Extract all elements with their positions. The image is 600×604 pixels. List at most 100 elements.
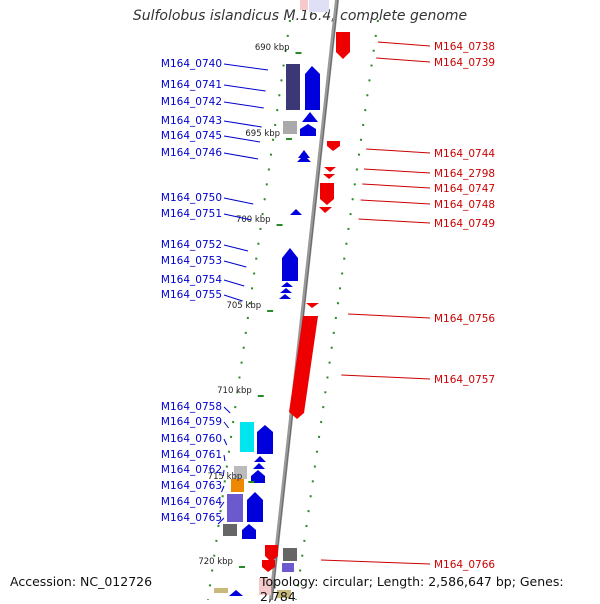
gene-label[interactable]: M164_0748 [434, 199, 495, 211]
gene-block-0765 [223, 524, 237, 536]
kbp-label: 695 kbp [245, 129, 280, 139]
gene-label[interactable]: M164_0753 [161, 255, 222, 267]
gene-arrow-0766 [265, 545, 278, 562]
gene-block-0766c [283, 548, 297, 561]
kbp-label: 710 kbp [217, 386, 252, 396]
gene-arrow-0761 [253, 463, 265, 469]
gene-arrow-0755 [280, 288, 292, 293]
gene-label[interactable]: M164_0739 [434, 57, 495, 69]
gene-label[interactable]: M164_0738 [434, 41, 495, 53]
gene-label[interactable]: M164_0759 [161, 416, 222, 428]
right-gene-labels: M164_0738 M164_0739 M164_0744 M164_2798 M164… [320, 41, 495, 571]
gene-block-bottom [282, 563, 294, 572]
leader-line [223, 454, 226, 462]
leader-line [320, 559, 431, 565]
gene-label[interactable]: M164_0761 [161, 449, 222, 461]
gene-block-0740 [286, 64, 300, 110]
plus-strand-genes [259, 32, 350, 598]
gene-label[interactable]: M164_0762 [161, 464, 222, 476]
gene-arrow-0742 [302, 112, 318, 122]
top-gene-block [300, 0, 308, 10]
gene-block-pink [259, 578, 271, 595]
gene-label[interactable]: M164_0755 [161, 289, 222, 301]
gene-block-0758 [240, 422, 254, 452]
leader-line [221, 485, 225, 493]
leader-line [223, 406, 231, 414]
leader-line [223, 84, 266, 92]
gene-label[interactable]: M164_0749 [434, 218, 495, 230]
gene-arrow-0748 [320, 183, 334, 205]
gene-label[interactable]: M164_0764 [161, 496, 222, 508]
gene-arrow-0762b [251, 470, 265, 483]
accession-text: Accession: NC_012726 [10, 574, 153, 589]
gene-arrow-0739 [336, 52, 350, 59]
gene-label[interactable]: M164_0766 [434, 559, 495, 571]
leader-line [223, 244, 249, 252]
gene-arrow-0749 [319, 207, 332, 213]
gene-label[interactable]: M164_0760 [161, 433, 222, 445]
kbp-label: 720 kbp [198, 557, 233, 567]
gene-arrow-0760 [254, 456, 266, 462]
leader-line [223, 197, 254, 205]
gene-label[interactable]: M164_0751 [161, 208, 222, 220]
leader-line [223, 135, 261, 143]
gene-label[interactable]: M164_0765 [161, 512, 222, 524]
gene-label[interactable]: M164_0745 [161, 130, 222, 142]
leader-line [219, 501, 225, 509]
gene-arrow-0754 [281, 282, 293, 287]
gene-label[interactable]: M164_0742 [161, 96, 222, 108]
leader-line [358, 218, 431, 224]
leader-line [223, 213, 252, 221]
gene-block-0743 [283, 121, 297, 134]
kbp-label: 705 kbp [226, 301, 261, 311]
gene-label[interactable]: M164_0752 [161, 239, 222, 251]
gene-label[interactable]: M164_0758 [161, 401, 222, 413]
gene-label[interactable]: M164_2798 [434, 168, 495, 180]
gene-label[interactable]: M164_0741 [161, 79, 222, 91]
gene-arrow-0755b [279, 294, 291, 299]
gene-arrow-2798 [324, 167, 336, 172]
gene-arrow-0759 [257, 425, 273, 454]
leader-line [222, 469, 225, 477]
leader-line [223, 421, 229, 429]
gene-label[interactable]: M164_0746 [161, 147, 222, 159]
leader-line [223, 120, 262, 128]
gene-arrow-0757 [289, 316, 318, 419]
top-gene-block [309, 0, 329, 12]
gene-arrow-0738 [336, 32, 350, 58]
leader-line [362, 183, 431, 189]
leader-line [363, 168, 431, 174]
gene-label[interactable]: M164_0747 [434, 183, 495, 195]
gene-label[interactable]: M164_0750 [161, 192, 222, 204]
gene-arrow-0745 [300, 124, 316, 136]
gene-label[interactable]: M164_0757 [434, 374, 495, 386]
page-title: Sulfolobus islandicus M.16.4, complete g… [132, 8, 468, 24]
gene-arrow-bottom [229, 590, 243, 596]
leader-line [223, 438, 228, 446]
gene-arrow-0765b [242, 524, 256, 539]
kbp-scale: 690 kbp 695 kbp 700 kbp 705 kbp 710 kbp 715 k… [198, 43, 302, 568]
gene-arrow-0744 [327, 141, 340, 151]
gene-label[interactable]: M164_0756 [434, 313, 495, 325]
gene-label[interactable]: M164_0744 [434, 148, 495, 160]
gene-block-0764 [227, 494, 243, 522]
kbp-label: 690 kbp [255, 43, 290, 53]
gene-label[interactable]: M164_0743 [161, 115, 222, 127]
leader-line [223, 152, 259, 160]
leader-line [223, 63, 269, 71]
gene-label[interactable]: M164_0763 [161, 480, 222, 492]
gene-arrow-0741 [305, 66, 320, 110]
gene-label[interactable]: M164_0754 [161, 274, 222, 286]
leader-line [223, 101, 264, 109]
minus-strand-genes [214, 64, 320, 596]
leader-line [217, 517, 225, 525]
leader-line [376, 57, 431, 63]
leader-line [347, 313, 431, 319]
gene-arrow-0746 [298, 150, 310, 158]
leader-line [223, 260, 247, 268]
gene-arrow-0756 [306, 303, 319, 308]
gene-block-0763 [231, 479, 244, 492]
gene-arrow-0750 [290, 209, 302, 215]
gene-label[interactable]: M164_0740 [161, 58, 222, 70]
